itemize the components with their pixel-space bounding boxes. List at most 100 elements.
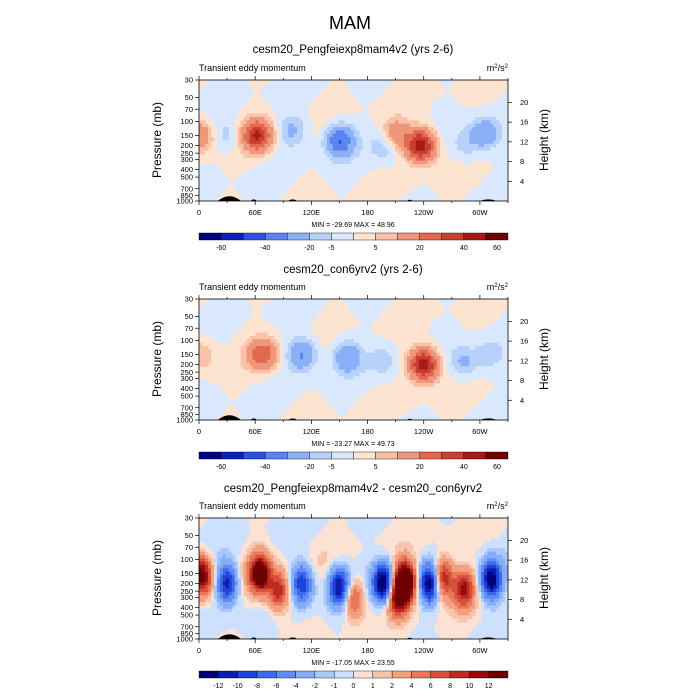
panel-2-field-cell [204, 312, 209, 317]
panel-2-field-cell [466, 356, 470, 360]
panel-2-field-cell [505, 335, 508, 340]
panel-2-field-cell [493, 416, 497, 420]
panel-1-field-cell [237, 93, 241, 98]
panel-2-field-cell [222, 299, 227, 303]
panel-1-field-cell [359, 157, 363, 162]
panel-2-field-cell [433, 325, 438, 330]
panel-2-field-cell [487, 362, 491, 367]
panel-1-field-cell [300, 113, 304, 118]
panel-2-field-cell [311, 359, 316, 364]
panel-2-field-cell [234, 406, 239, 411]
panel-2-field-cell [255, 335, 259, 340]
panel-1-field-cell [279, 100, 283, 104]
panel-1-field-cell [246, 180, 250, 185]
panel-2-field-cell [418, 383, 423, 387]
panel-1-field-cell [204, 90, 209, 94]
panel-1-y-tick-label: 850 [180, 191, 193, 200]
panel-1-field-cell [300, 116, 304, 121]
panel-2-field-cell [415, 369, 420, 374]
panel-2-field-cell [469, 352, 473, 357]
panel-1-field-cell [329, 150, 334, 155]
panel-2-field-cell [347, 399, 351, 404]
panel-1-field-cell [412, 160, 417, 165]
panel-2-field-cell [288, 403, 292, 407]
panel-2-field-cell [294, 383, 298, 387]
panel-2-field-cell [216, 399, 221, 404]
panel-1-field-cell [424, 150, 429, 155]
panel-1-colorbar-label: -40 [260, 245, 270, 252]
panel-1-field-cell [228, 113, 233, 118]
panel-1-field-cell [219, 130, 224, 135]
panel-1-field-cell [427, 127, 432, 131]
panel-2-field-cell [199, 329, 203, 334]
panel-1-field-cell [356, 177, 360, 182]
panel-2-field-cell [326, 372, 331, 377]
panel-1-field-cell [439, 120, 444, 125]
panel-2-field-cell [267, 386, 271, 391]
panel-1-field-cell [207, 194, 212, 199]
panel-2-field-cell [219, 332, 224, 337]
panel-1-field-cell [424, 197, 429, 201]
panel-2-field-cell [329, 383, 334, 387]
panel-1-field-cell [481, 130, 485, 135]
panel-1-field-cell [487, 184, 491, 188]
panel-2-field-cell [267, 383, 271, 387]
panel-1-field-cell [261, 167, 265, 172]
panel-1-y-tick-label: 70 [185, 105, 193, 114]
panel-2-field-cell [472, 352, 476, 357]
panel-1-field-cell [371, 147, 375, 151]
panel-2-field-cell [285, 383, 289, 387]
panel-2-field-cell [347, 302, 351, 307]
panel-2-field-cell [365, 383, 369, 387]
panel-1-field-cell [329, 160, 334, 165]
panel-2-field-cell [237, 399, 241, 404]
panel-1-field-cell [332, 160, 337, 165]
panel-2-field-cell [493, 352, 497, 357]
panel-1-field-cell [297, 113, 301, 118]
panel-1-field-cell [288, 167, 292, 172]
panel-1-field-cell [371, 140, 375, 145]
panel-2-field-cell [326, 352, 331, 357]
panel-2-field-cell [374, 376, 378, 381]
panel-1-field-cell [436, 153, 441, 158]
panel-2-field-cell [282, 372, 286, 377]
panel-1-field-cell [285, 180, 289, 185]
panel-1-colorbar-label: 60 [493, 245, 501, 252]
panel-1-field-cell [350, 180, 354, 185]
panel-2-field-cell [353, 389, 357, 394]
panel-2-field-cell [496, 396, 500, 401]
panel-1-field-cell [282, 120, 286, 125]
panel-1-field-cell [311, 140, 316, 145]
panel-1-field-cell [302, 80, 307, 84]
panel-2-field-cell [487, 396, 491, 401]
panel-1-field-cell [359, 153, 363, 158]
panel-1-field-cell [341, 184, 345, 188]
panel-1-field-cell [448, 83, 452, 88]
panel-1-y-tick-label: 1000 [176, 197, 193, 206]
panel-2-field-cell [240, 352, 244, 357]
panel-1-field-cell [335, 147, 340, 151]
panel-2-field-cell [415, 349, 420, 354]
panel-2-field-cell [481, 356, 485, 360]
panel-2-field-cell [222, 302, 227, 307]
panel-1-field-cell [258, 187, 262, 192]
panel-1-field-cell [285, 93, 289, 98]
panel-2-field-cell [285, 372, 289, 377]
panel-1-field-cell [255, 190, 259, 195]
panel-2-field-cell [421, 369, 426, 374]
panel-1-field-cell [252, 127, 256, 131]
panel-2-field-cell [415, 356, 420, 360]
panel-2-field-cell [246, 315, 250, 320]
panel-1-field-cell [332, 184, 337, 188]
panel-3-field-cell [267, 524, 271, 529]
panel-1-field-cell [377, 150, 381, 155]
panel-2-field-cell [502, 319, 506, 323]
panel-1-field-cell [505, 177, 508, 182]
panel-2-field-cell [258, 396, 262, 401]
panel-2-field-cell [347, 379, 351, 384]
panel-1-field-cell [201, 190, 206, 195]
panel-2-field-cell [300, 379, 304, 384]
panel-2-field-cell [255, 413, 259, 418]
panel-2-field-cell [199, 325, 203, 330]
